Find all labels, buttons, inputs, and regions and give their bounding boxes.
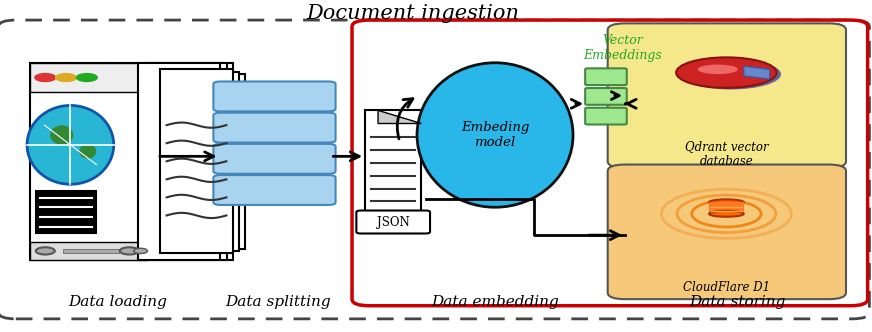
FancyBboxPatch shape: [608, 165, 846, 299]
Bar: [138, 63, 221, 260]
Bar: [166, 72, 240, 251]
Text: CloudFlare D1: CloudFlare D1: [683, 281, 770, 294]
Bar: [172, 74, 245, 249]
Bar: [30, 242, 146, 260]
FancyBboxPatch shape: [214, 113, 336, 142]
Circle shape: [133, 248, 147, 254]
Bar: [151, 63, 234, 260]
Bar: [365, 110, 421, 215]
Text: Data splitting: Data splitting: [226, 295, 331, 309]
Bar: [30, 63, 146, 260]
Text: Data embedding: Data embedding: [431, 295, 559, 309]
Text: Embeding
model: Embeding model: [460, 121, 529, 149]
Ellipse shape: [709, 199, 744, 205]
FancyBboxPatch shape: [357, 210, 430, 233]
FancyBboxPatch shape: [0, 20, 869, 319]
Text: Document ingestion: Document ingestion: [306, 4, 519, 23]
Circle shape: [119, 247, 139, 255]
Text: Data loading: Data loading: [69, 295, 167, 309]
Text: Qdrant vector
database: Qdrant vector database: [685, 140, 768, 168]
FancyBboxPatch shape: [214, 144, 336, 174]
Bar: [160, 69, 234, 253]
FancyBboxPatch shape: [585, 108, 627, 124]
Polygon shape: [744, 66, 770, 79]
Ellipse shape: [676, 57, 777, 88]
Ellipse shape: [680, 59, 781, 90]
FancyBboxPatch shape: [585, 68, 627, 85]
Circle shape: [35, 74, 56, 81]
Text: Vector
Embeddings: Vector Embeddings: [583, 34, 662, 62]
Circle shape: [36, 247, 55, 255]
FancyBboxPatch shape: [214, 81, 336, 111]
Ellipse shape: [709, 211, 744, 217]
FancyBboxPatch shape: [352, 20, 868, 306]
Bar: [145, 63, 228, 260]
Polygon shape: [378, 110, 421, 124]
FancyBboxPatch shape: [585, 88, 627, 105]
Circle shape: [56, 74, 77, 81]
Circle shape: [77, 74, 98, 81]
Bar: [30, 63, 146, 92]
Ellipse shape: [417, 63, 573, 207]
Bar: [63, 249, 119, 253]
Ellipse shape: [27, 106, 113, 184]
FancyBboxPatch shape: [608, 23, 846, 168]
Bar: [709, 202, 744, 214]
Ellipse shape: [51, 126, 72, 144]
Ellipse shape: [80, 145, 96, 158]
Bar: [36, 191, 97, 233]
Ellipse shape: [698, 64, 738, 74]
FancyBboxPatch shape: [214, 175, 336, 205]
Text: JSON: JSON: [377, 215, 410, 228]
Text: Data storing: Data storing: [690, 295, 786, 309]
